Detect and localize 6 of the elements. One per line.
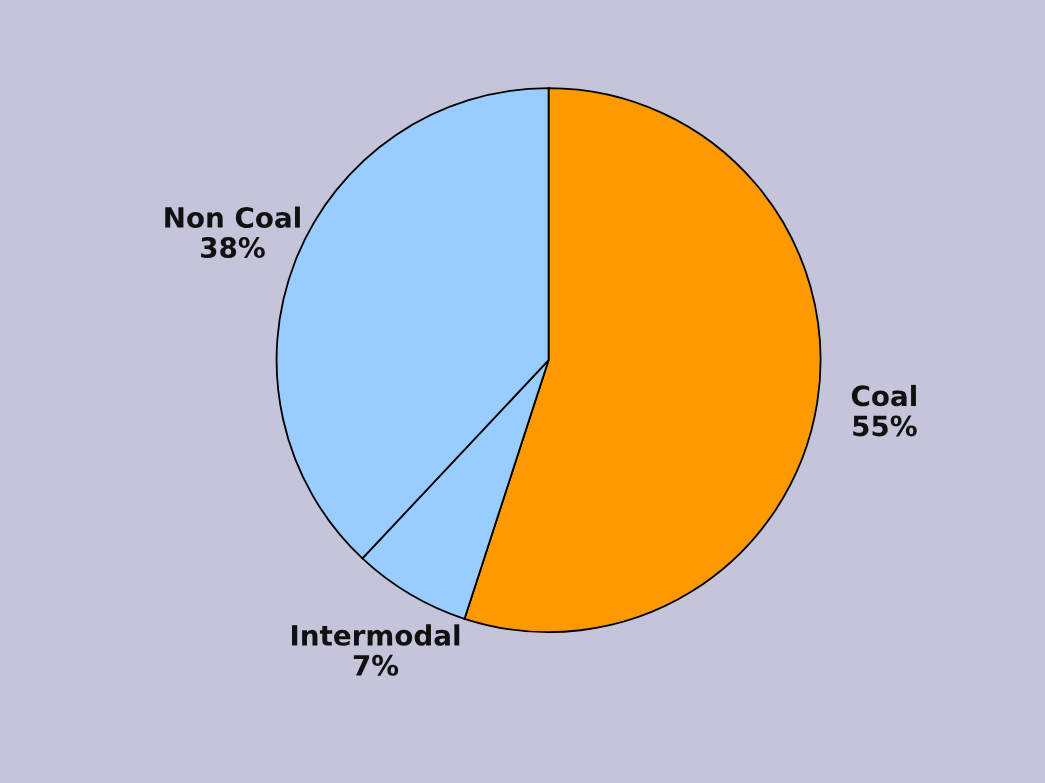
slice-label: Coal [851, 384, 916, 407]
data-label: 55% [853, 415, 917, 437]
slice-label: Intermodal [292, 624, 460, 646]
data-label: 7% [353, 654, 399, 676]
slice-label: Non Coal [165, 206, 300, 229]
data-label: 38% [201, 237, 265, 259]
